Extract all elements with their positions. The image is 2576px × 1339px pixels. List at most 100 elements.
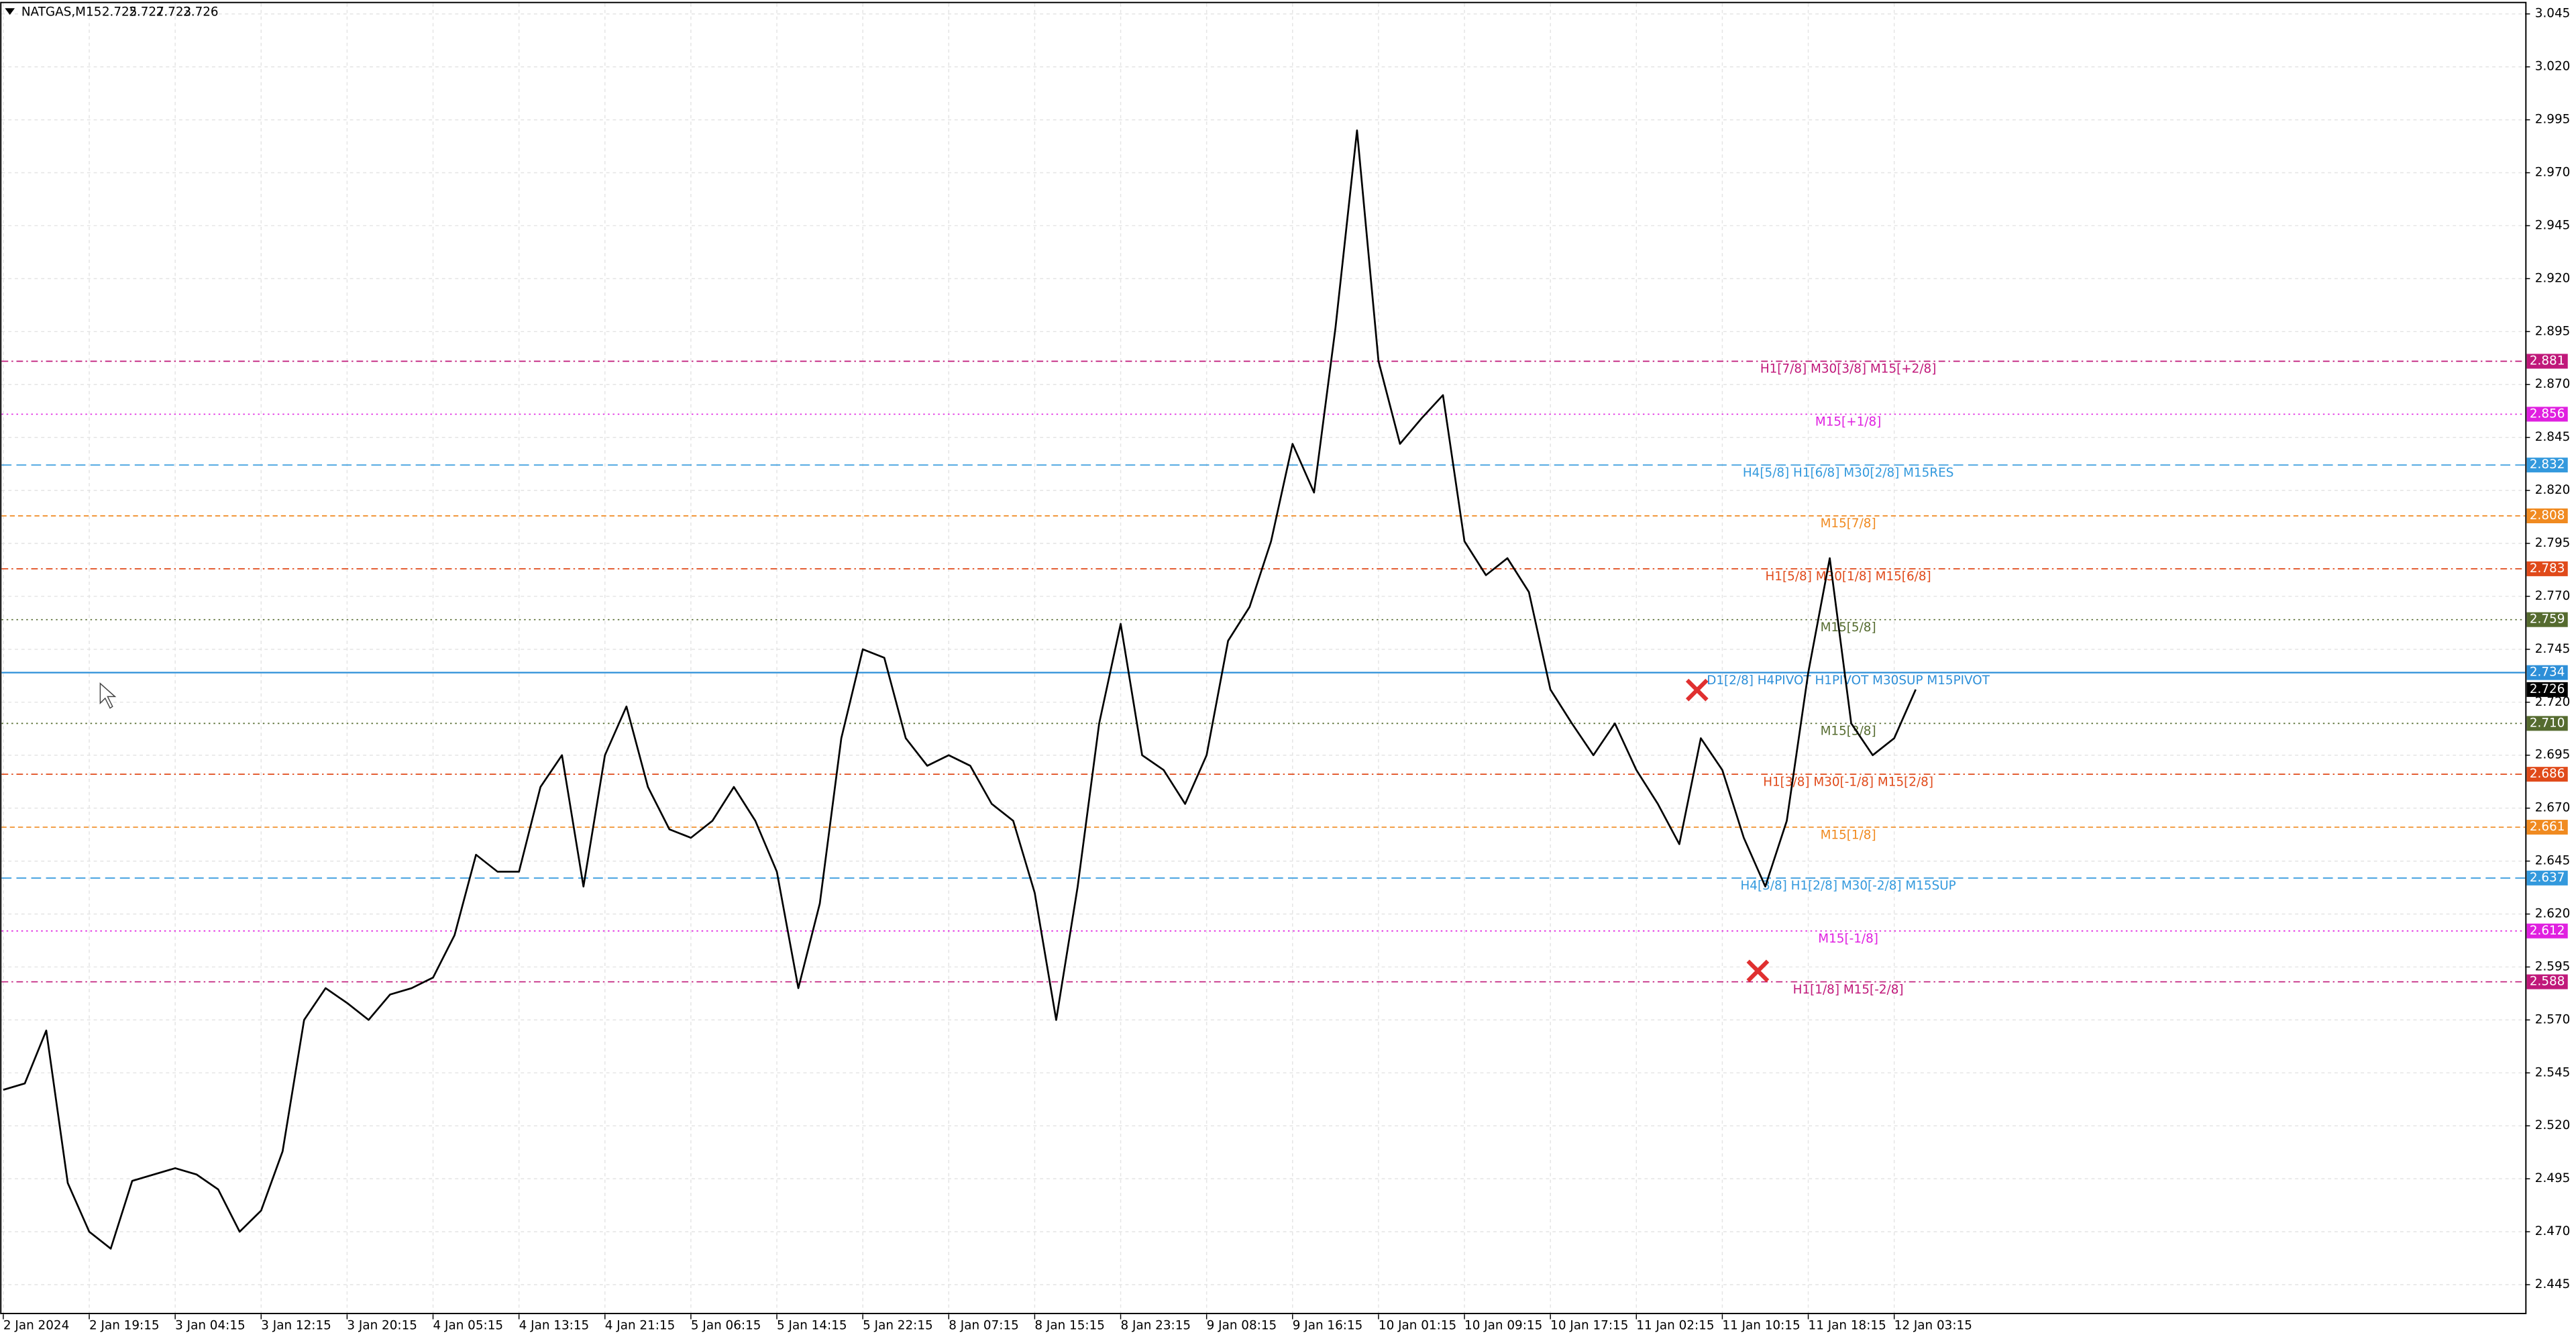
x-tick-label: 4 Jan 13:15 [519, 1318, 590, 1332]
y-tick-label: 2.720 [2535, 695, 2571, 709]
price-tag [2526, 716, 2568, 731]
x-tick-label: 4 Jan 05:15 [433, 1318, 504, 1332]
trade-cross [1746, 959, 1770, 983]
y-tick-label: 2.795 [2535, 536, 2571, 550]
x-tick-label: 9 Jan 16:15 [1293, 1318, 1363, 1332]
price-tag-label: 2.734 [2530, 665, 2565, 680]
level-label: H4[5/8] H1[6/8] M30[2/8] M15RES [1743, 466, 1954, 480]
plot-frame [0, 1, 2527, 1314]
y-tick-label: 2.920 [2535, 271, 2571, 285]
x-tick-label: 2 Jan 2024 [3, 1318, 69, 1332]
y-tick-label: 2.470 [2535, 1224, 2571, 1238]
price-tag [2526, 820, 2568, 835]
level-label: M15[+1/8] [1815, 415, 1881, 429]
y-tick-label: 2.670 [2535, 801, 2571, 815]
x-tick-label: 3 Jan 04:15 [175, 1318, 246, 1332]
price-line [3, 129, 1917, 1250]
level-label: M15[1/8] [1821, 828, 1876, 842]
y-tick-label: 2.995 [2535, 113, 2571, 127]
y-tick-label: 2.820 [2535, 483, 2571, 497]
x-tick-label: 10 Jan 01:15 [1379, 1318, 1456, 1332]
y-tick-label: 2.895 [2535, 324, 2571, 338]
price-tag-label: 2.661 [2530, 820, 2565, 834]
y-tick-label: 2.545 [2535, 1065, 2571, 1079]
price-tag-label: 2.832 [2530, 458, 2565, 472]
y-tick-label: 2.620 [2535, 907, 2571, 921]
level-label: M15[7/8] [1821, 517, 1876, 531]
x-tick-label: 3 Jan 12:15 [261, 1318, 331, 1332]
level-label: H1[5/8] M30[1/8] M15[6/8] [1766, 570, 1931, 584]
level-label: D1[2/8] H4PIVOT H1PIVOT M30SUP M15PIVOT [1707, 674, 1990, 688]
x-tick-label: 4 Jan 21:15 [605, 1318, 676, 1332]
y-tick-label: 2.645 [2535, 854, 2571, 868]
level-label: H1[3/8] M30[-1/8] M15[2/8] [1763, 775, 1933, 789]
level-label: H1[7/8] M30[3/8] M15[+2/8] [1760, 362, 1937, 376]
y-tick-label: 2.945 [2535, 218, 2571, 232]
price-tag [2526, 561, 2568, 576]
y-tick-label: 2.595 [2535, 959, 2571, 973]
price-tag [2526, 665, 2568, 680]
x-tick-label: 10 Jan 17:15 [1550, 1318, 1628, 1332]
x-tick-label: 11 Jan 10:15 [1722, 1318, 1800, 1332]
y-tick-label: 2.745 [2535, 642, 2571, 656]
y-tick-label: 2.495 [2535, 1171, 2571, 1185]
x-tick-label: 8 Jan 23:15 [1121, 1318, 1191, 1332]
x-tick-label: 11 Jan 18:15 [1809, 1318, 1886, 1332]
x-tick-label: 9 Jan 08:15 [1207, 1318, 1277, 1332]
y-tick-label: 2.870 [2535, 377, 2571, 391]
last-price-label: 2.726 [2530, 682, 2565, 696]
price-tag [2526, 870, 2568, 886]
price-tag [2526, 508, 2568, 523]
menu-arrow[interactable] [5, 8, 15, 15]
level-label: M15[-1/8] [1818, 932, 1878, 946]
price-tag-label: 2.686 [2530, 767, 2565, 781]
trade-cross [1685, 678, 1709, 702]
ohlc-value: 2.727 [129, 5, 164, 19]
price-tag [2526, 354, 2568, 369]
ohlc-value: 2.726 [183, 5, 219, 19]
price-tag [2526, 923, 2568, 939]
y-tick-label: 2.770 [2535, 589, 2571, 603]
mouse-cursor [99, 682, 117, 709]
level-label: M15[5/8] [1821, 621, 1876, 635]
y-tick-label: 2.970 [2535, 166, 2571, 180]
last-price-tag [2526, 682, 2568, 697]
price-tag-label: 2.881 [2530, 354, 2565, 368]
price-tag-label: 2.808 [2530, 508, 2565, 523]
y-tick-label: 3.045 [2535, 7, 2571, 21]
x-tick-label: 8 Jan 07:15 [949, 1318, 1019, 1332]
price-tag [2526, 458, 2568, 473]
price-tag-label: 2.612 [2530, 924, 2565, 938]
x-tick-label: 2 Jan 19:15 [89, 1318, 160, 1332]
price-tag-label: 2.637 [2530, 871, 2565, 885]
x-tick-label: 10 Jan 09:15 [1464, 1318, 1542, 1332]
x-tick-label: 8 Jan 15:15 [1034, 1318, 1105, 1332]
x-tick-label: 11 Jan 02:15 [1636, 1318, 1714, 1332]
price-tag [2526, 767, 2568, 782]
price-tag [2526, 612, 2568, 627]
price-tag-label: 2.759 [2530, 612, 2565, 627]
x-tick-label: 5 Jan 22:15 [863, 1318, 933, 1332]
level-label: H1[1/8] M15[-2/8] [1793, 983, 1904, 997]
level-label: H4[3/8] H1[2/8] M30[-2/8] M15SUP [1740, 879, 1955, 893]
series: 2.726 [3, 129, 2568, 1250]
x-tick-label: 12 Jan 03:15 [1894, 1318, 1972, 1332]
x-tick-label: 5 Jan 14:15 [777, 1318, 847, 1332]
y-tick-label: 2.845 [2535, 430, 2571, 444]
y-tick-label: 2.520 [2535, 1118, 2571, 1132]
levels: H1[7/8] M30[3/8] M15[+2/8] 2.881 M15[+1/8]… [1, 354, 2568, 997]
level-label: M15[3/8] [1821, 725, 1876, 739]
symbol: NATGAS,M15 [21, 5, 102, 19]
y-tick-label: 2.695 [2535, 748, 2571, 762]
x-tick-label: 5 Jan 06:15 [691, 1318, 761, 1332]
price-tag [2526, 407, 2568, 422]
grid: 2.445 2.470 2.495 2.520 2.545 2.570 2.595 2.620… [1, 3, 2570, 1332]
ohlc-value: 2.723 [156, 5, 192, 19]
price-tag [2526, 974, 2568, 989]
price-tag-label: 2.856 [2530, 407, 2565, 421]
price-tag-label: 2.588 [2530, 975, 2565, 989]
x-tick-label: 3 Jan 20:15 [347, 1318, 417, 1332]
